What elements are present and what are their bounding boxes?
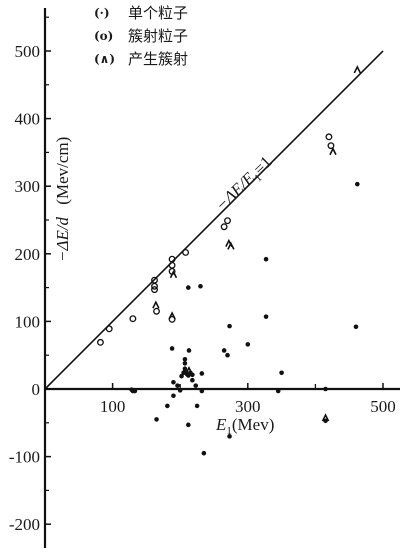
- data-point-shower-producing: [185, 365, 193, 375]
- legend-label: 簇射粒子: [128, 27, 188, 45]
- legend-item-shower-particle: (o) 簇射粒子: [94, 27, 188, 45]
- y-tick-label: 500: [15, 42, 41, 61]
- data-point-single: [181, 370, 186, 376]
- data-point-single: [186, 285, 191, 290]
- data-point-shower: [182, 248, 190, 256]
- legend-label: 单个粒子: [128, 4, 188, 22]
- legend: (·) 单个粒子 (o) 簇射粒子 (∧) 产生簇射: [94, 4, 188, 68]
- data-point-single: [182, 361, 188, 366]
- data-point-single: [323, 418, 328, 424]
- data-point-single: [179, 373, 184, 379]
- data-point-single: [154, 417, 159, 422]
- data-point-shower: [151, 286, 158, 294]
- x-tick-label: 100: [100, 397, 126, 416]
- data-point-shower-producing: [329, 146, 337, 156]
- data-point-single: [221, 348, 227, 353]
- data-point-single: [227, 323, 232, 329]
- data-point-shower-producing: [169, 269, 178, 279]
- data-point-shower-producing: [152, 300, 160, 309]
- axes: [43, 8, 400, 548]
- data-point-shower-producing: [321, 413, 330, 422]
- y-tick-label: 100: [15, 312, 41, 331]
- data-point-shower: [168, 261, 176, 269]
- data-point-shower: [327, 142, 335, 150]
- y-tick-label: 0: [32, 380, 41, 399]
- reference-line: [44, 50, 384, 390]
- y-tick-label: -100: [9, 448, 40, 467]
- data-point-single: [263, 256, 269, 262]
- data-point-single: [199, 388, 205, 394]
- data-point-shower: [151, 282, 158, 290]
- y-tick-label: 400: [15, 110, 41, 129]
- data-point-single: [275, 388, 281, 394]
- data-point-single: [182, 356, 188, 362]
- data-point-shower: [325, 133, 333, 141]
- data-point-single: [190, 377, 195, 383]
- data-point-single: [193, 383, 199, 388]
- legend-label: 产生簇射: [128, 50, 188, 68]
- data-point-single: [132, 388, 138, 394]
- data-point-single: [263, 314, 269, 319]
- data-point-shower-producing: [168, 311, 176, 320]
- data-point-single: [165, 403, 170, 409]
- legend-item-single-particle: (·) 单个粒子: [94, 4, 188, 22]
- x-axis-title: E1(Mev): [215, 415, 274, 437]
- y-tick-label: 200: [15, 245, 41, 264]
- data-point-single: [186, 422, 191, 428]
- x-tick-label: 500: [370, 397, 396, 416]
- data-point-single: [227, 434, 232, 439]
- y-axis-title: −ΔE/d (Mev/cm): [53, 137, 72, 262]
- legend-symbol-chevron: (∧): [94, 52, 115, 66]
- data-point-single: [177, 388, 183, 393]
- data-point-single: [194, 403, 200, 409]
- legend-symbol-ring: (o): [94, 29, 113, 43]
- data-point-shower-producing: [227, 241, 235, 250]
- data-point-shower: [129, 315, 137, 323]
- data-point-single: [245, 342, 251, 347]
- data-point-shower-producing: [353, 65, 362, 74]
- data-point-single: [198, 283, 203, 289]
- data-point-single: [171, 379, 176, 385]
- data-point-shower: [224, 217, 231, 225]
- x-tick-label: 300: [235, 397, 261, 416]
- data-point-single: [279, 370, 284, 376]
- y-tick-label: 300: [15, 177, 41, 196]
- data-point-single: [225, 352, 230, 358]
- legend-item-shower-producing: (∧) 产生簇射: [94, 50, 188, 68]
- data-point-shower: [220, 223, 228, 231]
- data-point-single: [199, 371, 205, 376]
- data-point-single: [201, 450, 207, 456]
- data-point-single: [353, 324, 359, 330]
- data-point-single: [323, 386, 328, 392]
- y-tick-label: -200: [9, 515, 40, 534]
- legend-symbol-dot: (·): [94, 6, 110, 20]
- data-point-shower: [153, 307, 160, 315]
- data-point-shower: [168, 315, 176, 323]
- data-point-shower: [105, 325, 113, 333]
- data-point-shower: [96, 338, 104, 346]
- data-point-single: [355, 181, 360, 187]
- data-point-single: [169, 346, 175, 351]
- data-point-single: [186, 348, 192, 353]
- data-point-single: [171, 393, 176, 399]
- reference-line-label: −ΔE/E1=1: [212, 152, 278, 217]
- data-point-single: [175, 383, 180, 388]
